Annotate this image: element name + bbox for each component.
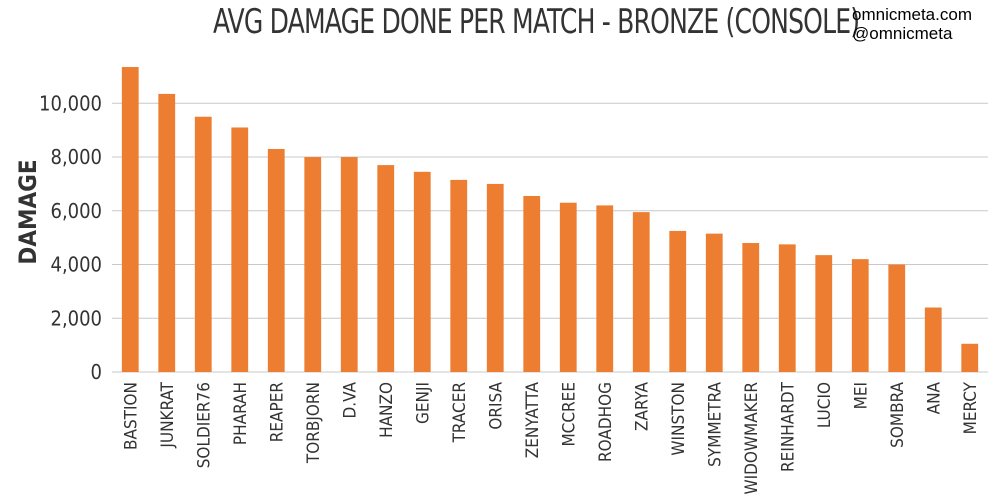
category-label: REINHARDT [778, 381, 798, 472]
bar-soldier76 [194, 116, 212, 372]
bar-pharah [231, 127, 249, 372]
category-label: SYMMETRA [705, 381, 725, 466]
bar-mercy [961, 343, 979, 372]
bar-roadhog [596, 205, 614, 372]
y-tick-labels: 0 2,000 4,000 6,000 8,000 10,000 [39, 91, 102, 384]
bar-symmetra [705, 233, 723, 372]
bar-reinhardt [778, 244, 796, 372]
category-label: WINSTON [669, 382, 689, 456]
site-url: omnicmeta.com [852, 5, 972, 24]
category-label: MCCREE [559, 382, 579, 447]
category-label: TORBJORN [304, 382, 324, 464]
bar-ana [924, 307, 942, 372]
category-label: MERCY [961, 381, 981, 434]
bar-lucio [815, 255, 833, 372]
y-tick-label: 10,000 [39, 91, 102, 115]
gridlines [112, 102, 988, 373]
bar-sombra [888, 264, 906, 372]
category-label: SOLDIER76 [194, 382, 214, 468]
category-label: GENJI [413, 382, 433, 424]
bar-mccree [559, 202, 577, 372]
category-label: HANZO [377, 382, 397, 438]
credits: omnicmeta.com @omnicmeta [852, 5, 972, 43]
bar-torbjorn [304, 157, 322, 372]
category-label: ROADHOG [596, 382, 616, 462]
category-label: BASTION [121, 382, 141, 450]
category-label: ORISA [486, 381, 506, 429]
bar-winston [669, 230, 687, 372]
bar-junkrat [158, 93, 176, 373]
y-tick-label: 2,000 [51, 306, 103, 330]
category-label: MEI [851, 382, 871, 409]
category-label: LUCIO [815, 382, 835, 428]
bar-reaper [267, 148, 285, 372]
category-label: WIDOWMAKER [742, 382, 762, 495]
bar-hanzo [377, 165, 395, 372]
category-label: ANA [924, 381, 944, 414]
bars [121, 67, 979, 373]
category-label: REAPER [267, 382, 287, 443]
bar-tracer [450, 179, 468, 372]
y-tick-label: 6,000 [51, 199, 103, 223]
bar-genji [413, 171, 431, 372]
y-tick-label: 4,000 [51, 253, 103, 277]
bar-mei [851, 259, 869, 372]
category-label: JUNKRAT [158, 381, 178, 448]
bar-dva [340, 157, 358, 372]
category-label: D.VA [340, 381, 360, 418]
category-labels: BASTION JUNKRAT SOLDIER76 PHARAH REAPER TORBJ… [121, 381, 981, 494]
category-label: ZARYA [632, 381, 652, 430]
bar-orisa [486, 183, 504, 372]
category-label: ZENYATTA [523, 381, 543, 458]
y-axis-title: DAMAGE [14, 159, 42, 264]
y-tick-label: 8,000 [51, 145, 103, 169]
bar-zenyatta [523, 196, 541, 372]
category-label: PHARAH [231, 382, 251, 445]
category-label: SOMBRA [888, 381, 908, 447]
bar-bastion [121, 67, 139, 373]
bar-zarya [632, 212, 650, 372]
twitter-handle: @omnicmeta [852, 24, 953, 43]
y-tick-label: 0 [91, 360, 102, 384]
chart-title: AVG DAMAGE DONE PER MATCH - BRONZE (CONS… [213, 2, 860, 42]
bar-widowmaker [742, 243, 760, 372]
category-label: TRACER [450, 382, 470, 444]
